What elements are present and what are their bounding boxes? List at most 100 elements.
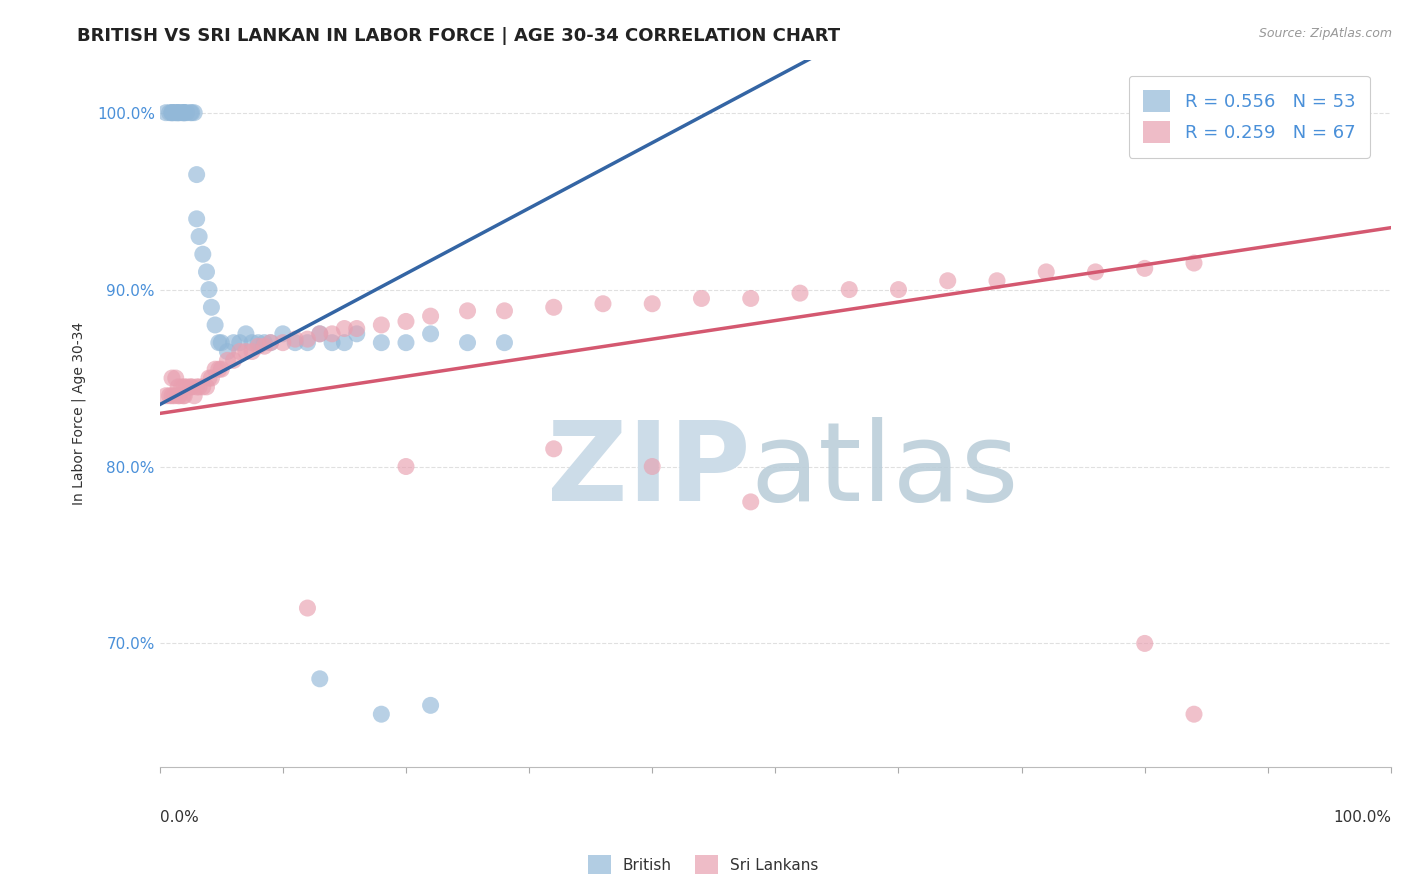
- Point: [253, 335, 276, 350]
- Point: [259, 335, 281, 350]
- Point: [191, 380, 214, 394]
- Point: [370, 707, 392, 722]
- Point: [180, 105, 202, 120]
- Point: [160, 105, 183, 120]
- Point: [253, 339, 276, 353]
- Point: [641, 459, 664, 474]
- Point: [838, 283, 860, 297]
- Point: [165, 371, 187, 385]
- Point: [235, 344, 257, 359]
- Point: [1182, 256, 1205, 270]
- Point: [200, 371, 222, 385]
- Point: [740, 292, 762, 306]
- Point: [641, 297, 664, 311]
- Point: [333, 335, 356, 350]
- Point: [176, 380, 198, 394]
- Point: [183, 105, 205, 120]
- Point: [297, 335, 319, 350]
- Point: [333, 321, 356, 335]
- Point: [173, 105, 195, 120]
- Point: [163, 105, 186, 120]
- Point: [457, 303, 479, 318]
- Point: [166, 105, 188, 120]
- Point: [155, 105, 177, 120]
- Point: [592, 297, 614, 311]
- Point: [346, 326, 368, 341]
- Point: [167, 105, 190, 120]
- Point: [198, 371, 221, 385]
- Point: [160, 371, 183, 385]
- Point: [204, 318, 226, 332]
- Point: [167, 389, 190, 403]
- Point: [179, 105, 201, 120]
- Point: [1084, 265, 1107, 279]
- Point: [173, 380, 195, 394]
- Point: [1133, 261, 1156, 276]
- Point: [160, 105, 183, 120]
- Text: 100.0%: 100.0%: [1333, 810, 1391, 825]
- Point: [167, 105, 190, 120]
- Point: [395, 335, 418, 350]
- Point: [172, 105, 194, 120]
- Point: [1035, 265, 1057, 279]
- Point: [188, 380, 211, 394]
- Legend: R = 0.556   N = 53, R = 0.259   N = 67: R = 0.556 N = 53, R = 0.259 N = 67: [1129, 76, 1369, 158]
- Point: [217, 353, 239, 368]
- Point: [259, 335, 281, 350]
- Point: [169, 105, 191, 120]
- Point: [160, 389, 183, 403]
- Point: [370, 335, 392, 350]
- Point: [1133, 636, 1156, 650]
- Point: [284, 332, 307, 346]
- Point: [195, 380, 218, 394]
- Point: [308, 326, 330, 341]
- Point: [155, 389, 177, 403]
- Point: [419, 326, 441, 341]
- Point: [297, 601, 319, 615]
- Point: [229, 344, 252, 359]
- Text: Source: ZipAtlas.com: Source: ZipAtlas.com: [1258, 27, 1392, 40]
- Point: [173, 105, 195, 120]
- Point: [247, 339, 270, 353]
- Point: [159, 389, 181, 403]
- Point: [167, 380, 190, 394]
- Point: [887, 283, 910, 297]
- Point: [188, 229, 211, 244]
- Point: [186, 211, 208, 226]
- Point: [346, 321, 368, 335]
- Point: [229, 335, 252, 350]
- Point: [1182, 707, 1205, 722]
- Point: [297, 332, 319, 346]
- Point: [395, 314, 418, 328]
- Point: [186, 168, 208, 182]
- Point: [173, 105, 195, 120]
- Point: [165, 105, 187, 120]
- Point: [183, 389, 205, 403]
- Point: [204, 362, 226, 376]
- Point: [395, 459, 418, 474]
- Point: [235, 326, 257, 341]
- Point: [936, 274, 959, 288]
- Point: [494, 335, 516, 350]
- Point: [173, 389, 195, 403]
- Point: [208, 362, 231, 376]
- Point: [240, 344, 263, 359]
- Point: [209, 335, 232, 350]
- Point: [789, 286, 811, 301]
- Point: [179, 380, 201, 394]
- Point: [170, 380, 193, 394]
- Point: [370, 318, 392, 332]
- Point: [690, 292, 713, 306]
- Point: [321, 326, 343, 341]
- Point: [271, 335, 294, 350]
- Point: [209, 362, 232, 376]
- Point: [222, 353, 245, 368]
- Point: [198, 283, 221, 297]
- Point: [169, 389, 191, 403]
- Point: [186, 380, 208, 394]
- Point: [163, 389, 186, 403]
- Point: [543, 442, 565, 456]
- Point: [217, 344, 239, 359]
- Point: [191, 247, 214, 261]
- Point: [180, 380, 202, 394]
